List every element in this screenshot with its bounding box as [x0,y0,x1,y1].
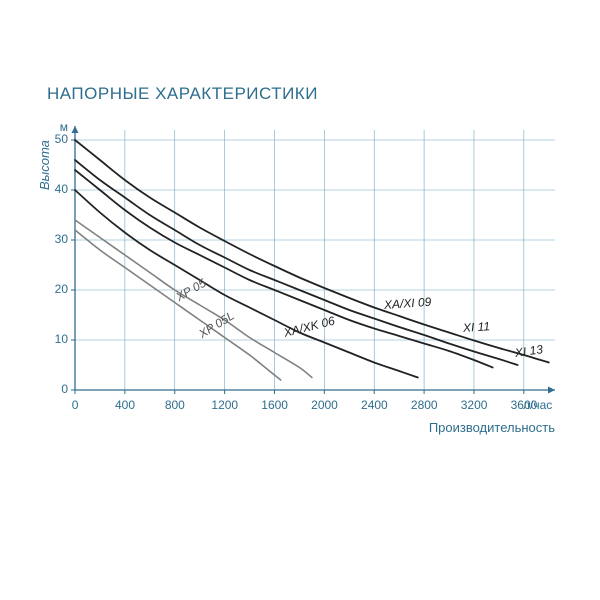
y-tick-label: 30 [55,232,68,246]
chart-page: НАПОРНЫЕ ХАРАКТЕРИСТИКИ Высота Производи… [0,0,600,600]
y-tick-label: 0 [61,382,68,396]
y-tick-label: 20 [55,282,68,296]
x-tick-label: 2400 [361,398,388,412]
y-unit-label: м [60,120,68,134]
chart-svg [0,0,600,600]
x-tick-label: 2000 [311,398,338,412]
curve-label-XI-11: XI 11 [462,319,490,335]
x-tick-label: 400 [115,398,135,412]
x-tick-label: 800 [165,398,185,412]
y-tick-label: 40 [55,182,68,196]
y-tick-label: 10 [55,332,68,346]
y-tick-label: 50 [55,132,68,146]
x-tick-label: 1200 [211,398,238,412]
x-tick-label: 2800 [411,398,438,412]
x-tick-label: 3200 [461,398,488,412]
x-tick-label: 0 [72,398,79,412]
x-tick-label: 1600 [261,398,288,412]
x-unit-label: л/час [523,398,552,412]
